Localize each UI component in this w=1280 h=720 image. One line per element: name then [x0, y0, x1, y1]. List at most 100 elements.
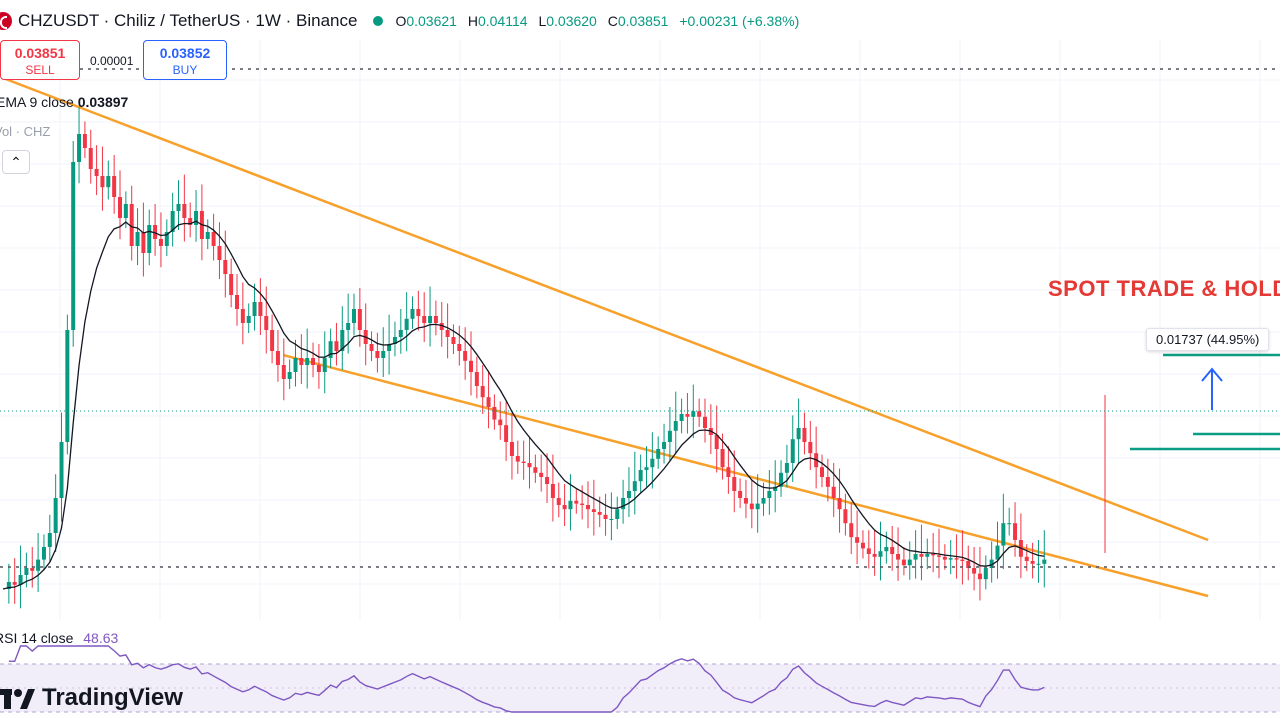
candle-body [176, 204, 181, 211]
annotation-text[interactable]: SPOT TRADE & HOLD [1048, 276, 1280, 301]
candle-body [59, 442, 64, 498]
candle-body [691, 411, 696, 417]
symbol-title[interactable]: CHZUSDT · Chiliz / TetherUS · 1W · Binan… [18, 11, 358, 30]
rsi-pane [0, 645, 1280, 713]
low-label: L [538, 13, 547, 29]
candle-body [977, 573, 982, 580]
candle-body [521, 461, 526, 463]
candle-body [919, 554, 924, 557]
candle-body [837, 498, 842, 510]
candle-body [492, 407, 497, 420]
buy-button[interactable]: 0.03852 BUY [143, 40, 227, 80]
candle-body [270, 330, 275, 351]
candle-body [94, 169, 99, 176]
candle-body [784, 463, 789, 473]
candle-body [71, 162, 76, 330]
candle-body [597, 512, 602, 515]
candle-body [931, 554, 936, 556]
candle-body [913, 554, 918, 560]
price-levels [0, 68, 1280, 568]
candle-body [726, 467, 731, 477]
candle-body [615, 509, 620, 519]
candle-body [638, 470, 643, 482]
candle-body [820, 467, 824, 477]
ema-legend-value: 0.03897 [77, 94, 129, 110]
change-value: +0.00231 (+6.38%) [679, 13, 800, 29]
candle-body [211, 232, 216, 246]
candle-body [264, 316, 269, 330]
buy-label: BUY [172, 63, 198, 77]
candle-body [229, 274, 234, 295]
ema-polyline [2, 220, 1045, 590]
candle-body [311, 358, 316, 365]
candle-body [732, 477, 737, 491]
candle-body [439, 323, 444, 330]
ema-line [2, 220, 1045, 590]
measure-label[interactable]: 0.01737 (44.95%) [1146, 328, 1270, 351]
candle-body [556, 498, 561, 505]
candle-body [662, 442, 667, 449]
candle-body [539, 472, 544, 477]
candle-body [217, 246, 222, 260]
candle-body [831, 486, 836, 498]
candle-body [773, 486, 778, 491]
candle-body [591, 509, 596, 512]
candle-body [106, 176, 111, 188]
candle-body [451, 337, 456, 344]
candle-body [533, 467, 538, 473]
candle-body [1030, 561, 1035, 564]
range-boxes [1130, 353, 1280, 451]
candle-body [41, 547, 46, 560]
candle-body [287, 372, 292, 379]
candle-body [223, 260, 228, 274]
candle-body [761, 498, 766, 504]
candle-body [703, 416, 707, 428]
candle-body [580, 503, 585, 505]
rsi-legend-value: 48.63 [83, 630, 119, 646]
candle-body [679, 414, 684, 421]
candle-body [235, 295, 239, 309]
candle-body [673, 421, 678, 431]
candle-body [164, 232, 169, 246]
candle-body [416, 309, 421, 316]
candle-body [1036, 563, 1041, 565]
upper-trendline [2, 76, 1209, 542]
candle-body [188, 218, 193, 225]
tradingview-mark-icon [0, 689, 35, 709]
candle-body [240, 309, 245, 323]
candle-body [135, 232, 140, 246]
candle-body [972, 568, 977, 574]
arrow-up-head-icon [1201, 367, 1223, 382]
ema-legend[interactable]: EMA 9 close 0.03897 [0, 94, 128, 110]
candle-body [954, 558, 959, 560]
candle-body [428, 316, 433, 323]
candle-body [47, 533, 52, 547]
candle-body [527, 463, 532, 468]
candle-body [18, 575, 23, 585]
volume-legend[interactable]: Vol · CHZ [0, 124, 51, 139]
candle-body [433, 316, 438, 323]
candle-body [872, 554, 877, 557]
rsi-legend[interactable]: RSI 14 close 48.63 [0, 630, 118, 646]
candle-body [299, 358, 304, 365]
market-status-dot-icon [373, 16, 384, 26]
candle-body [392, 337, 397, 344]
candle-body [1042, 559, 1047, 564]
candle-body [995, 545, 1000, 560]
sell-button[interactable]: 0.03851 SELL [0, 40, 80, 80]
candle-body [340, 330, 345, 351]
chevron-up-icon[interactable]: ⌃ [2, 150, 30, 174]
candle-body [697, 411, 702, 417]
candle-body [896, 554, 901, 560]
candle-body [603, 514, 608, 519]
candle-body [281, 365, 286, 379]
candle-body [498, 419, 503, 426]
candle-body [30, 568, 35, 571]
candle-body [404, 318, 409, 330]
brand-name: TradingView [42, 684, 183, 711]
spread-value: 0.00001 [90, 54, 134, 68]
candle-body [685, 414, 690, 417]
candle-body [656, 449, 661, 459]
candle-body [749, 503, 754, 510]
